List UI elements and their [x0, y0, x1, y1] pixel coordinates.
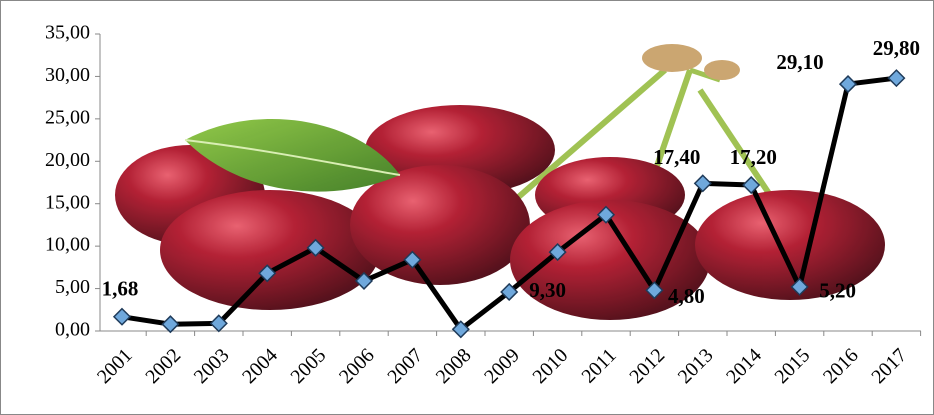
value-label: 1,68 — [102, 277, 139, 301]
chart: 0,005,0010,0015,0020,0025,0030,0035,0020… — [0, 0, 934, 415]
value-label: 4,80 — [668, 284, 705, 308]
value-label: 17,40 — [653, 145, 700, 169]
value-label: 9,30 — [529, 278, 566, 302]
value-label: 29,10 — [776, 50, 823, 74]
value-label: 5,20 — [819, 279, 856, 303]
y-tick-label: 30,00 — [45, 64, 90, 86]
y-tick-label: 10,00 — [45, 234, 90, 256]
value-label: 17,20 — [730, 145, 777, 169]
y-tick-label: 35,00 — [45, 22, 90, 44]
value-label: 29,80 — [873, 36, 920, 60]
y-tick-label: 5,00 — [55, 276, 90, 298]
y-tick-label: 0,00 — [55, 319, 90, 341]
y-tick-label: 25,00 — [45, 106, 90, 128]
y-tick-label: 20,00 — [45, 149, 90, 171]
y-tick-label: 15,00 — [45, 191, 90, 213]
